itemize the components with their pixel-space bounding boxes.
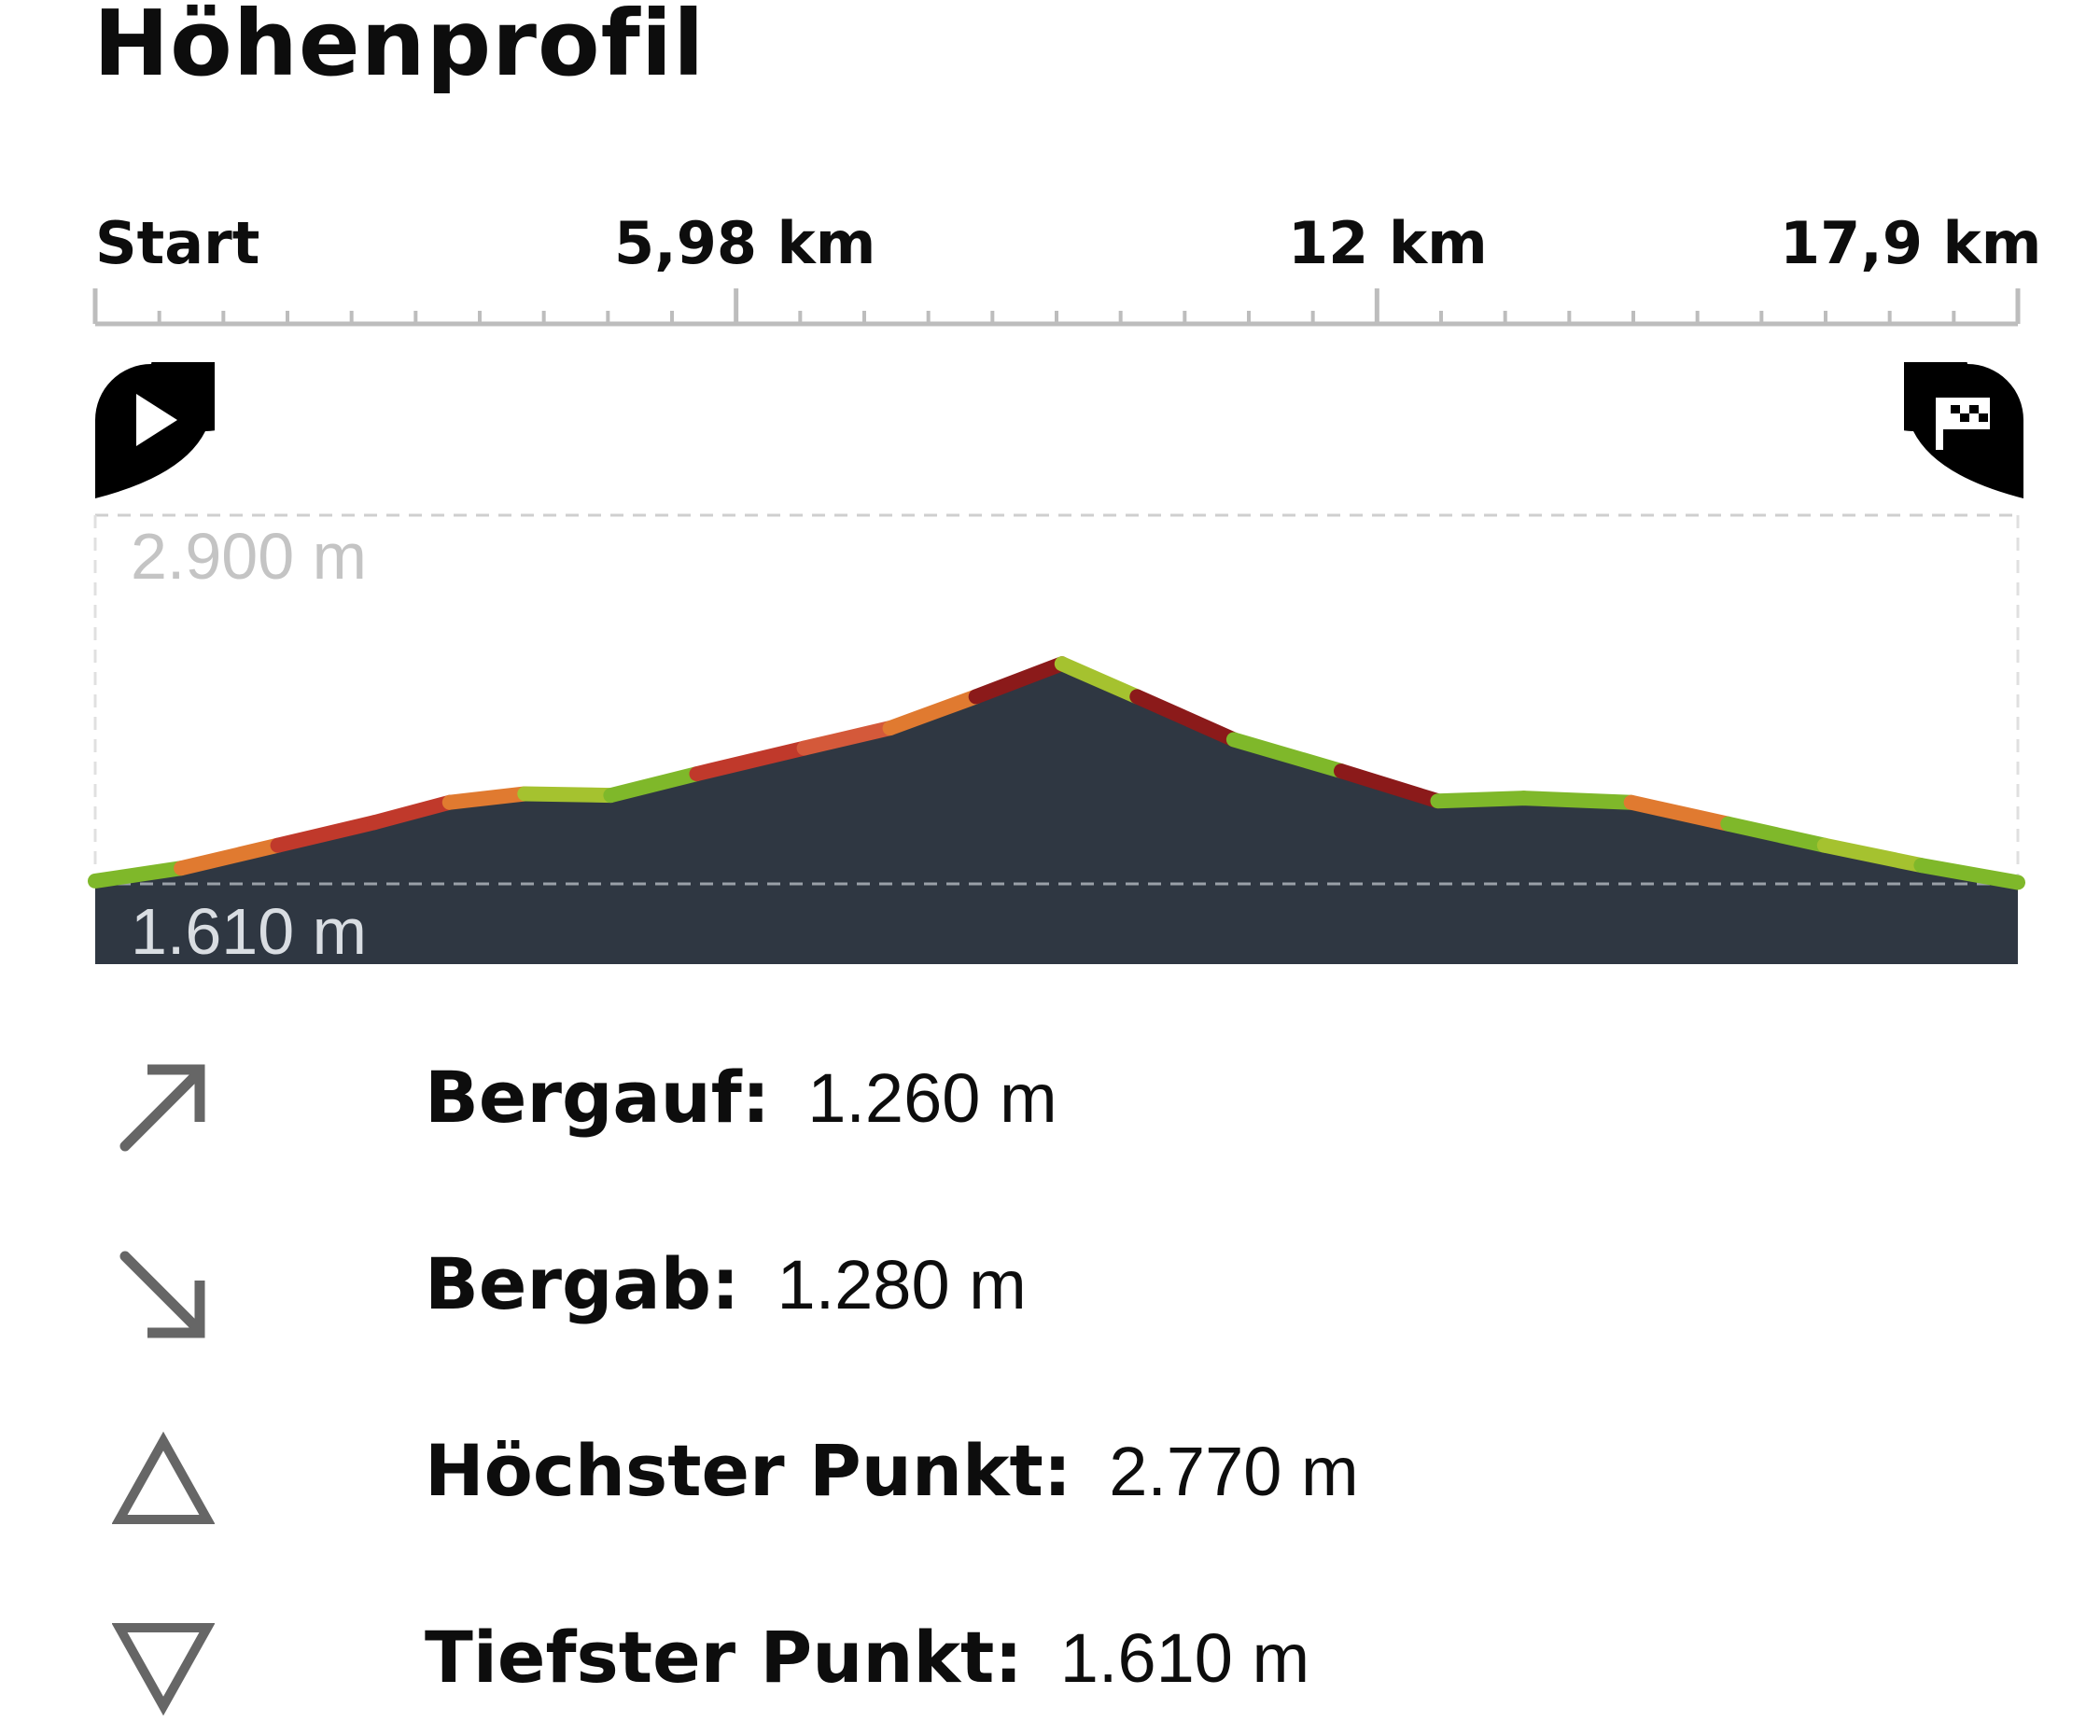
profile-segment [882,689,984,736]
triangle-down-icon [112,1623,215,1716]
stat-row-ascent: Bergauf: 1.260 m [0,1036,2100,1176]
arrow-up-right-icon [119,1064,205,1152]
distance-axis: Start 5,98 km 12 km 17,9 km [0,187,2100,336]
arrow-down-right-icon [119,1251,205,1338]
profile-segment [270,815,383,853]
y-tick-label-max: 2.900 m [131,520,367,593]
profile-segment [1623,794,1736,832]
profile-segment [517,786,619,804]
profile-segment [796,721,898,756]
profile-segment [968,656,1070,705]
stat-value-lowest: 1.610 m [1059,1619,1310,1697]
distance-label-start: Start [95,209,260,277]
profile-segment [174,837,286,876]
stat-label-descent: Bergab: [425,1242,740,1325]
profile-segment [441,786,533,810]
profile-segment [1516,791,1639,810]
profile-segment [1129,689,1241,748]
profile-segment [603,766,705,804]
profile-segment [88,861,189,889]
play-pin-icon [95,362,215,498]
distance-label-2: 12 km [1288,209,1488,277]
distance-label-3: 17,9 km [1780,209,2042,277]
elevation-area [95,664,2018,964]
profile-segment [1225,732,1349,779]
triangle-up-icon [112,1431,215,1524]
finish-marker[interactable] [1904,362,2025,502]
profile-segment [1913,858,2025,890]
distance-label-1: 5,98 km [614,209,876,277]
stat-label-highest: Höchster Punkt: [425,1429,1072,1512]
y-tick-label-min: 1.610 m [131,895,367,968]
stat-row-highest: Höchster Punkt: 2.770 m [0,1409,2100,1549]
profile-segment [1720,816,1832,853]
profile-segment [1430,791,1532,809]
stat-value-ascent: 1.260 m [807,1059,1057,1137]
checkered-flag-pin-icon [1904,362,2023,498]
stat-label-lowest: Tiefster Punkt: [425,1616,1023,1699]
stat-label-ascent: Bergauf: [425,1056,771,1139]
page-title: Höhenprofil [93,0,706,96]
distance-ruler [92,288,2021,327]
stat-row-descent: Bergab: 1.280 m [0,1223,2100,1363]
profile-segment [1816,837,1929,874]
profile-segment [1334,763,1446,809]
elevation-profile-chart: 2.900 m 1.610 m [88,513,2025,968]
stat-value-descent: 1.280 m [777,1246,1027,1323]
profile-segment [1054,656,1145,705]
stat-row-lowest: Tiefster Punkt: 1.610 m [0,1596,2100,1736]
stat-value-highest: 2.770 m [1109,1433,1359,1510]
profile-segment [689,740,812,782]
profile-segment [367,794,457,831]
start-marker[interactable] [93,362,215,502]
